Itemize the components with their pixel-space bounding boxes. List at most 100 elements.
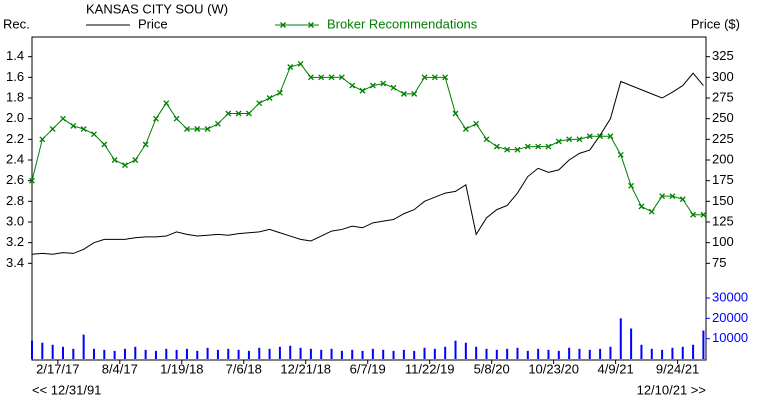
volume-bar (351, 349, 354, 359)
rec-marker (297, 60, 304, 67)
y3-tick-label: 30000 (712, 289, 748, 304)
y2-axis-label: Price ($) (691, 16, 740, 31)
volume-bar (175, 349, 178, 359)
y-tick-label: 3.2 (6, 234, 24, 249)
rec-marker (679, 196, 686, 203)
rec-marker (473, 120, 480, 127)
x-tick-label: 11/22/19 (405, 361, 455, 376)
y2-tick-label: 300 (712, 69, 734, 84)
volume-bar (619, 318, 622, 359)
volume-bar (423, 347, 426, 359)
volume-bar (588, 349, 591, 359)
y3-tick-label: 10000 (712, 330, 748, 345)
rec-marker (462, 126, 469, 132)
rec-marker (338, 74, 345, 81)
y-tick-label: 2.6 (6, 172, 24, 187)
y-tick-label: 3.0 (6, 213, 24, 228)
volume-bar (92, 348, 95, 359)
volume-bar (692, 344, 695, 359)
rec-marker (276, 89, 283, 96)
y2-tick-label: 225 (712, 131, 734, 146)
rec-marker (514, 146, 521, 153)
rec-marker (493, 143, 500, 150)
rec-marker (400, 90, 407, 97)
rec-marker (411, 90, 418, 97)
rec-marker (225, 110, 232, 117)
volume-bar (247, 350, 250, 359)
rec-marker (163, 100, 170, 107)
rec-marker (60, 115, 66, 122)
legend-label: Price (138, 16, 168, 31)
volume-bar (413, 350, 416, 359)
series-line (31, 72, 704, 255)
volume-bar (537, 348, 540, 359)
y3-tick-label: 20000 (712, 310, 748, 325)
volume-bar (216, 349, 219, 359)
rec-marker (49, 126, 56, 132)
rec-marker (91, 131, 97, 138)
legend-marker (308, 22, 314, 28)
range-start: << 12/31/91 (32, 382, 101, 397)
rec-marker (152, 115, 159, 122)
volume-bar (681, 346, 684, 359)
x-tick-label: 9/24/21 (656, 361, 699, 376)
y2-tick-label: 75 (712, 255, 726, 270)
legend-marker (280, 22, 286, 28)
x-tick-label: 1/19/18 (160, 361, 203, 376)
volume-bar (206, 347, 209, 359)
volume-bar (61, 346, 64, 359)
rec-marker (690, 211, 697, 218)
rec-marker (545, 143, 552, 150)
rec-marker (555, 138, 562, 145)
rec-marker (307, 74, 314, 81)
volume-bar (144, 349, 147, 359)
rec-marker (535, 143, 542, 150)
rec-marker (607, 133, 614, 140)
rec-marker (204, 126, 211, 132)
volume-bar (82, 334, 85, 359)
volume-bar (134, 346, 137, 359)
rec-marker (700, 211, 707, 218)
volume-bar (51, 344, 54, 359)
volume-bar (661, 349, 664, 359)
volume-bar (640, 344, 643, 359)
volume-bar (237, 349, 240, 359)
x-tick-label: 7/6/18 (226, 361, 262, 376)
rec-marker (659, 193, 666, 200)
volume-bar (289, 345, 292, 359)
rec-marker (442, 74, 449, 81)
volume-bar (475, 346, 478, 359)
volume-bar (185, 348, 188, 359)
y-tick-label: 1.8 (6, 89, 24, 104)
rec-marker (483, 136, 490, 143)
y2-tick-label: 150 (712, 193, 734, 208)
y2-tick-label: 325 (712, 48, 734, 63)
volume-bar (113, 350, 116, 359)
volume-bar (154, 350, 157, 359)
x-tick-label: 12/21/18 (280, 361, 331, 376)
volume-bar (31, 340, 33, 359)
y-tick-label: 2.0 (6, 110, 24, 125)
rec-marker (318, 74, 325, 81)
y-tick-label: 3.4 (6, 255, 24, 270)
volume-bar (340, 350, 343, 359)
rec-marker (648, 208, 655, 215)
y2-tick-label: 100 (712, 234, 734, 249)
legend-label: Broker Recommendations (327, 16, 478, 31)
volume-bar (330, 348, 333, 359)
y-tick-label: 1.4 (6, 48, 24, 63)
rec-marker (349, 82, 356, 89)
rec-marker (452, 110, 459, 117)
volume-bar (485, 348, 488, 359)
x-tick-label: 5/8/20 (474, 361, 510, 376)
y-tick-label: 2.8 (6, 193, 24, 208)
volume-bar (268, 348, 271, 359)
x-tick-label: 4/9/21 (598, 361, 634, 376)
rec-marker (524, 143, 531, 150)
volume-bar (650, 348, 653, 359)
y2-tick-label: 250 (712, 110, 734, 125)
volume-bar (547, 349, 550, 359)
volume-bar (433, 348, 436, 359)
volume-bar (516, 347, 519, 359)
